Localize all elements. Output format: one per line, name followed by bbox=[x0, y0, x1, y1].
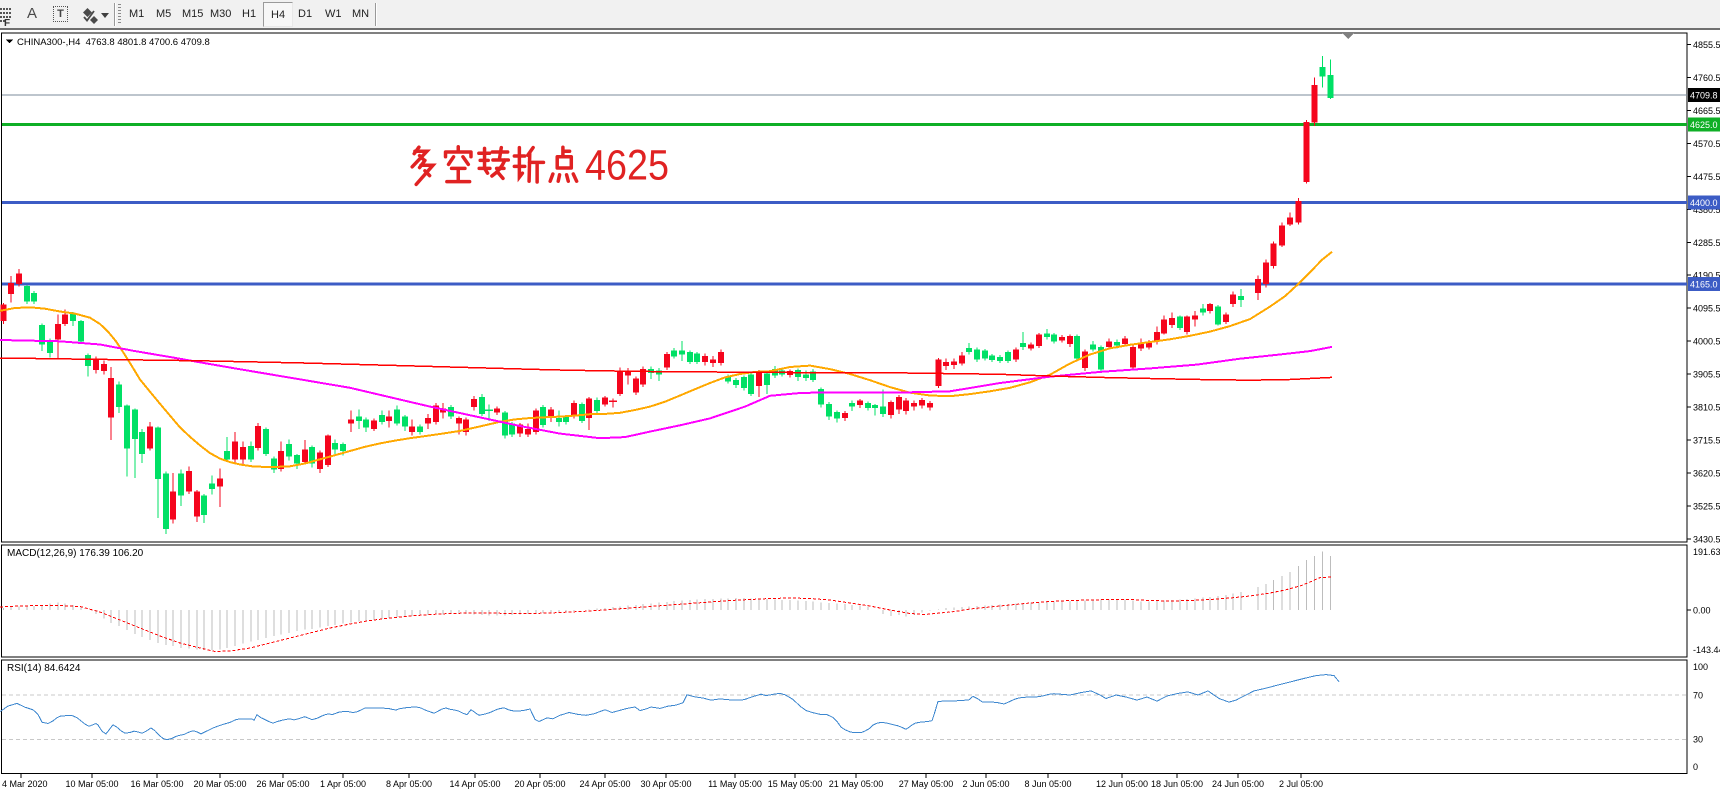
svg-text:4000.5: 4000.5 bbox=[1693, 337, 1720, 347]
svg-text:14 Apr 05:00: 14 Apr 05:00 bbox=[449, 779, 500, 789]
svg-text:4625.0: 4625.0 bbox=[1690, 120, 1718, 130]
svg-text:2 Jul 05:00: 2 Jul 05:00 bbox=[1279, 779, 1323, 789]
svg-text:30: 30 bbox=[1693, 735, 1703, 745]
svg-text:4625: 4625 bbox=[585, 142, 669, 190]
svg-text:3905.5: 3905.5 bbox=[1693, 370, 1720, 380]
svg-text:CHINA300-,H4 4763.8 4801.8 47: CHINA300-,H4 4763.8 4801.8 4700.6 4709.8 bbox=[17, 37, 210, 48]
svg-text:3430.5: 3430.5 bbox=[1693, 534, 1720, 544]
svg-text:4665.5: 4665.5 bbox=[1693, 106, 1720, 116]
svg-text:8 Jun 05:00: 8 Jun 05:00 bbox=[1024, 779, 1071, 789]
svg-text:8 Apr 05:00: 8 Apr 05:00 bbox=[386, 779, 432, 789]
svg-text:MACD(12,26,9) 176.39 106.20: MACD(12,26,9) 176.39 106.20 bbox=[7, 548, 144, 559]
svg-text:F: F bbox=[4, 18, 10, 27]
svg-text:4400.0: 4400.0 bbox=[1690, 198, 1718, 208]
svg-text:4380.5: 4380.5 bbox=[1693, 205, 1720, 215]
svg-text:RSI(14) 84.6424: RSI(14) 84.6424 bbox=[7, 663, 81, 674]
svg-text:4709.8: 4709.8 bbox=[1690, 91, 1718, 101]
svg-text:0: 0 bbox=[1693, 762, 1698, 772]
svg-text:191.63: 191.63 bbox=[1693, 547, 1720, 557]
svg-text:4855.5: 4855.5 bbox=[1693, 40, 1720, 50]
svg-text:20 Apr 05:00: 20 Apr 05:00 bbox=[514, 779, 565, 789]
svg-text:4570.5: 4570.5 bbox=[1693, 139, 1720, 149]
svg-text:18 Jun 05:00: 18 Jun 05:00 bbox=[1151, 779, 1203, 789]
svg-text:24 Apr 05:00: 24 Apr 05:00 bbox=[579, 779, 630, 789]
svg-text:3525.5: 3525.5 bbox=[1693, 502, 1720, 512]
svg-text:100: 100 bbox=[1693, 662, 1708, 672]
svg-text:30 Apr 05:00: 30 Apr 05:00 bbox=[640, 779, 691, 789]
svg-text:20 Mar 05:00: 20 Mar 05:00 bbox=[193, 779, 246, 789]
svg-text:2 Jun 05:00: 2 Jun 05:00 bbox=[962, 779, 1009, 789]
svg-text:10 Mar 05:00: 10 Mar 05:00 bbox=[65, 779, 118, 789]
svg-text:11 May 05:00: 11 May 05:00 bbox=[708, 779, 762, 789]
svg-text:4 Mar 2020: 4 Mar 2020 bbox=[2, 779, 48, 789]
svg-text:15 May 05:00: 15 May 05:00 bbox=[768, 779, 823, 789]
svg-text:4285.5: 4285.5 bbox=[1693, 238, 1720, 248]
svg-text:70: 70 bbox=[1693, 691, 1703, 701]
svg-text:16 Mar 05:00: 16 Mar 05:00 bbox=[130, 779, 183, 789]
svg-text:3715.5: 3715.5 bbox=[1693, 436, 1720, 446]
svg-text:0.00: 0.00 bbox=[1693, 606, 1711, 616]
svg-text:26 Mar 05:00: 26 Mar 05:00 bbox=[256, 779, 309, 789]
svg-text:4190.5: 4190.5 bbox=[1693, 271, 1720, 281]
svg-text:12 Jun 05:00: 12 Jun 05:00 bbox=[1096, 779, 1148, 789]
svg-text:4165.0: 4165.0 bbox=[1690, 280, 1718, 290]
svg-text:3810.5: 3810.5 bbox=[1693, 403, 1720, 413]
svg-text:27 May 05:00: 27 May 05:00 bbox=[899, 779, 954, 789]
svg-text:3620.5: 3620.5 bbox=[1693, 469, 1720, 479]
svg-text:24 Jun 05:00: 24 Jun 05:00 bbox=[1212, 779, 1264, 789]
svg-text:-143.44: -143.44 bbox=[1693, 645, 1720, 655]
svg-text:1 Apr 05:00: 1 Apr 05:00 bbox=[320, 779, 366, 789]
svg-text:21 May 05:00: 21 May 05:00 bbox=[829, 779, 884, 789]
svg-text:4760.5: 4760.5 bbox=[1693, 73, 1720, 83]
svg-text:4475.5: 4475.5 bbox=[1693, 172, 1720, 182]
svg-text:4095.5: 4095.5 bbox=[1693, 304, 1720, 314]
